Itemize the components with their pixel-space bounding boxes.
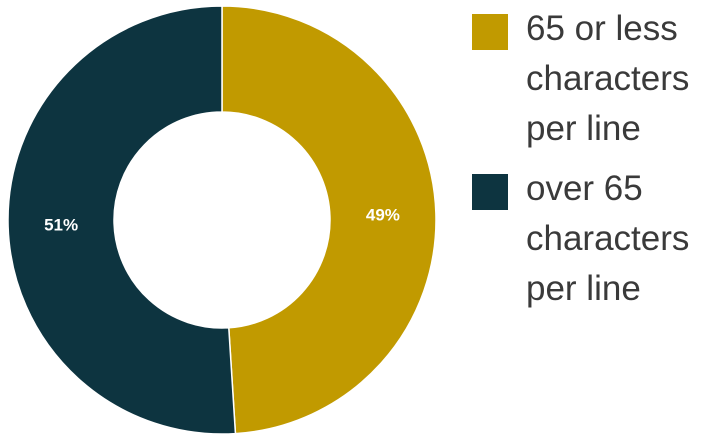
donut-slices [7,5,437,435]
legend-item-over-65: over 65 characters per line [472,164,704,314]
donut-slice-1 [7,5,237,435]
legend: 65 or less characters per line over 65 c… [472,4,704,324]
legend-swatch-65-or-less [472,14,508,50]
legend-label-over-65: over 65 characters per line [526,169,690,308]
slice-label-1: 51% [44,216,78,235]
donut-slice-0 [221,5,437,435]
slice-label-0: 49% [366,205,400,224]
slice-labels: 49% 51% [44,205,400,234]
legend-label-65-or-less: 65 or less characters per line [526,9,690,148]
legend-swatch-over-65 [472,174,508,210]
legend-item-65-or-less: 65 or less characters per line [472,4,704,154]
